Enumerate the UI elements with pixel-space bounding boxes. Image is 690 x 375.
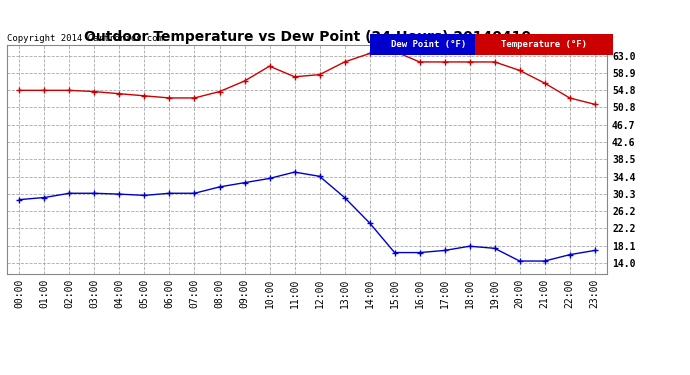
Text: Copyright 2014 Cartronics.com: Copyright 2014 Cartronics.com xyxy=(7,34,163,43)
Title: Outdoor Temperature vs Dew Point (24 Hours) 20140410: Outdoor Temperature vs Dew Point (24 Hou… xyxy=(83,30,531,44)
FancyBboxPatch shape xyxy=(370,34,487,55)
FancyBboxPatch shape xyxy=(475,34,613,55)
Text: Temperature (°F): Temperature (°F) xyxy=(501,40,587,49)
Text: Dew Point (°F): Dew Point (°F) xyxy=(391,40,466,49)
